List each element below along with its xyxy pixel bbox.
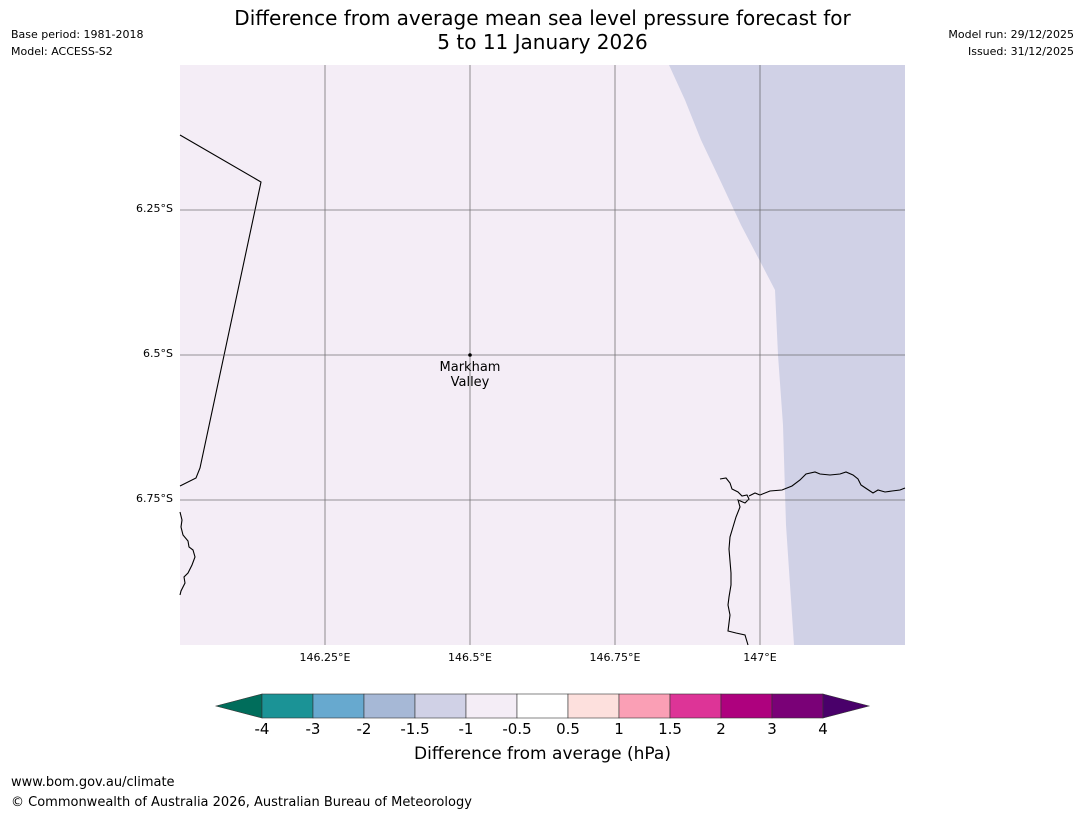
base-period: Base period: 1981-2018 xyxy=(11,28,144,41)
meta-left: Base period: 1981-2018 Model: ACCESS-S2 xyxy=(11,26,143,60)
colorbar-tick-label: -1.5 xyxy=(400,720,430,738)
colorbar-segment xyxy=(516,693,569,719)
place-label: Markham Valley xyxy=(420,360,520,390)
meta-right: Model run: 29/12/2025 Issued: 31/12/2025 xyxy=(948,26,1074,60)
place-label-line-1: Markham xyxy=(439,360,501,375)
lon-label-146-25: 146.25°E xyxy=(299,651,351,664)
colorbar-segment xyxy=(363,693,416,719)
coastline-east xyxy=(719,471,906,646)
colorbar-segment xyxy=(414,693,467,719)
title-line-2: 5 to 11 January 2026 xyxy=(437,30,648,54)
colorbar-tick-label: -3 xyxy=(305,720,321,738)
issued-date: Issued: 31/12/2025 xyxy=(967,45,1074,58)
footer-url[interactable]: www.bom.gov.au/climate xyxy=(11,775,175,790)
lon-label-146-75: 146.75°E xyxy=(589,651,641,664)
colorbar-segment xyxy=(465,693,518,719)
colorbar-tick-label: -2 xyxy=(356,720,372,738)
colorbar-segment xyxy=(771,693,824,719)
colorbar-tick-label: 0.5 xyxy=(556,720,580,738)
colorbar-tick-label: 3 xyxy=(767,720,777,738)
colorbar-segment xyxy=(720,693,773,719)
colorbar-segment xyxy=(618,693,671,719)
model-name: Model: ACCESS-S2 xyxy=(11,45,113,58)
coastline xyxy=(179,134,906,646)
place-marker xyxy=(468,353,472,357)
colorbar-tick-label: 1 xyxy=(614,720,624,738)
colorbar-tick-label: -0.5 xyxy=(502,720,532,738)
map-panel xyxy=(179,65,906,646)
colorbar-segment xyxy=(669,693,722,719)
lat-label-6-25: 6.25°S xyxy=(136,202,173,215)
coastline-west-lower xyxy=(179,511,196,596)
colorbar-segment xyxy=(261,693,314,719)
colorbar-under-arrow xyxy=(214,693,263,719)
graticule xyxy=(180,65,905,645)
colorbar-tick-label: -1 xyxy=(458,720,474,738)
lat-label-6-75: 6.75°S xyxy=(136,492,173,505)
colorbar xyxy=(214,693,871,719)
colorbar-over-arrow xyxy=(822,693,871,719)
colorbar-tick-label: 2 xyxy=(716,720,726,738)
footer-copyright: © Commonwealth of Australia 2026, Austra… xyxy=(11,795,472,810)
model-run: Model run: 29/12/2025 xyxy=(948,28,1074,41)
colorbar-tick-label: 4 xyxy=(818,720,828,738)
chart-title: Difference from average mean sea level p… xyxy=(0,6,1085,54)
place-label-line-2: Valley xyxy=(450,375,490,390)
colorbar-label: Difference from average (hPa) xyxy=(414,744,671,764)
colorbar-tick-label: 1.5 xyxy=(658,720,682,738)
coastline-west-border xyxy=(179,134,262,487)
lon-label-146-5: 146.5°E xyxy=(448,651,492,664)
title-line-1: Difference from average mean sea level p… xyxy=(234,6,851,30)
colorbar-segment xyxy=(567,693,620,719)
lat-label-6-5: 6.5°S xyxy=(143,347,173,360)
colorbar-segment xyxy=(312,693,365,719)
colorbar-tick-label: -4 xyxy=(254,720,270,738)
lon-label-147: 147°E xyxy=(743,651,777,664)
